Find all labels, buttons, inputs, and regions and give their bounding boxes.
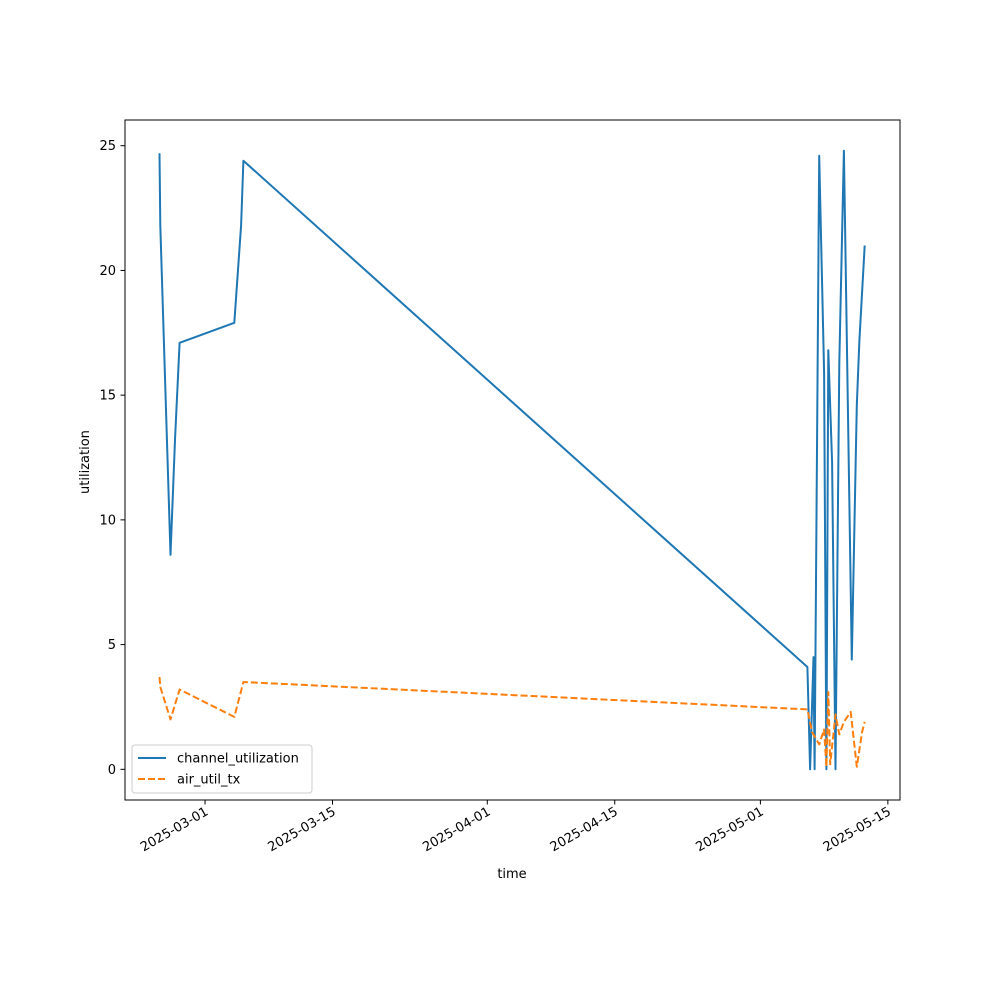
series-line-channel-utilization <box>158 149 866 771</box>
y-axis-label: utilization <box>78 430 93 494</box>
y-tick-label: 10 <box>99 513 116 528</box>
y-tick-label: 25 <box>99 139 116 154</box>
y-axis: 0 5 10 15 20 25 <box>99 139 125 778</box>
legend-box <box>131 744 313 794</box>
plot-area <box>158 149 866 771</box>
legend-label: channel_utilization <box>177 752 299 767</box>
legend-label: air_util_tx <box>177 773 241 788</box>
y-tick-label: 15 <box>99 389 116 404</box>
legend: channel_utilization air_util_tx <box>131 744 313 794</box>
y-tick-label: 0 <box>108 763 116 778</box>
plot-frame <box>124 119 901 801</box>
series-line-air-util-tx <box>158 676 866 768</box>
y-tick-label: 20 <box>99 264 116 279</box>
x-axis-label: time <box>497 867 526 882</box>
y-tick-label: 5 <box>108 638 116 653</box>
